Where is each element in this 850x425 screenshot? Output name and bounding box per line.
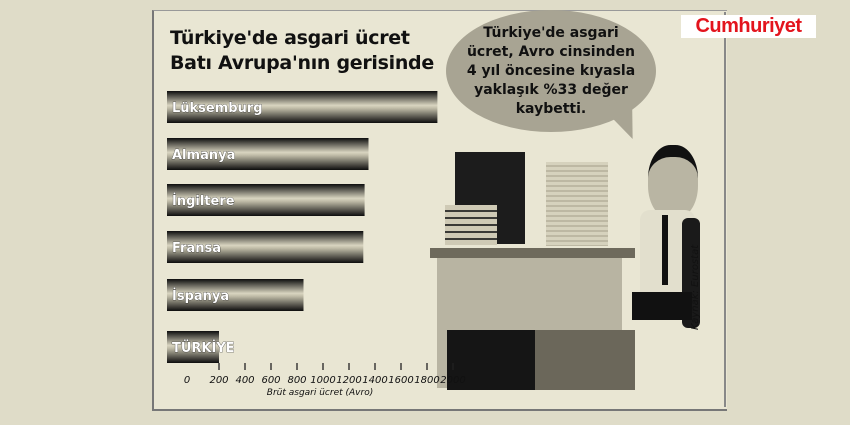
x-tick-label: 1600 [388, 375, 413, 386]
x-tick-label: 1800 [414, 375, 439, 386]
title-line-2: Batı Avrupa'nın gerisinde [170, 52, 434, 74]
desk-top [430, 248, 635, 258]
x-tick-label: 0 [184, 375, 190, 386]
source-note: Kaynak: Eurostat [690, 244, 701, 330]
paper-stack-icon [546, 162, 608, 246]
speech-bubble [446, 10, 656, 132]
book-stack-icon [445, 205, 497, 245]
bar-label: İspanya [172, 288, 229, 304]
speech-bubble-text: Türkiye'de asgari ücret, Avro cinsinden … [446, 24, 656, 119]
bubble-line: kaybetti. [515, 101, 587, 117]
bubble-line: Türkiye'de asgari [483, 25, 619, 41]
x-tick-label: 1400 [362, 375, 387, 386]
x-tick-label: 800 [287, 375, 306, 386]
title-line-1: Türkiye'de asgari ücret [170, 27, 410, 49]
bubble-line: 4 yıl öncesine kıyasla [466, 63, 636, 79]
bar-label: TÜRKİYE [172, 340, 235, 356]
bar-0 [167, 91, 438, 123]
x-axis-title: Brüt asgari ücret (Avro) [267, 388, 373, 398]
x-tick-label: 200 [209, 375, 228, 386]
tie-icon [662, 215, 668, 285]
x-tick-label: 1000 [310, 375, 335, 386]
bar-3 [167, 231, 364, 263]
bubble-line: ücret, Avro cinsinden [466, 44, 636, 60]
bar-2 [167, 184, 365, 216]
bar-label: Almanya [172, 148, 235, 163]
bar-label: Lüksemburg [172, 101, 263, 116]
cumhuriyet-logo: Cumhuriyet [681, 15, 816, 38]
person-head [648, 145, 698, 219]
x-tick-label: 2000 [440, 375, 465, 386]
bar-label: Fransa [172, 241, 221, 256]
bar-label: İngiltere [172, 193, 235, 209]
bubble-line: yaklaşık %33 değer [474, 82, 628, 98]
briefcase-icon [447, 330, 537, 390]
box-icon [535, 330, 635, 390]
x-tick-label: 1200 [336, 375, 361, 386]
bar-1 [167, 138, 369, 170]
x-tick-label: 600 [261, 375, 280, 386]
x-tick-label: 400 [235, 375, 254, 386]
bar-5 [167, 331, 219, 363]
bar-4 [167, 279, 304, 311]
chart-title: Türkiye'de asgari ücret Batı Avrupa'nın … [170, 26, 434, 76]
person-legs [632, 292, 692, 320]
panel-border [724, 12, 726, 407]
